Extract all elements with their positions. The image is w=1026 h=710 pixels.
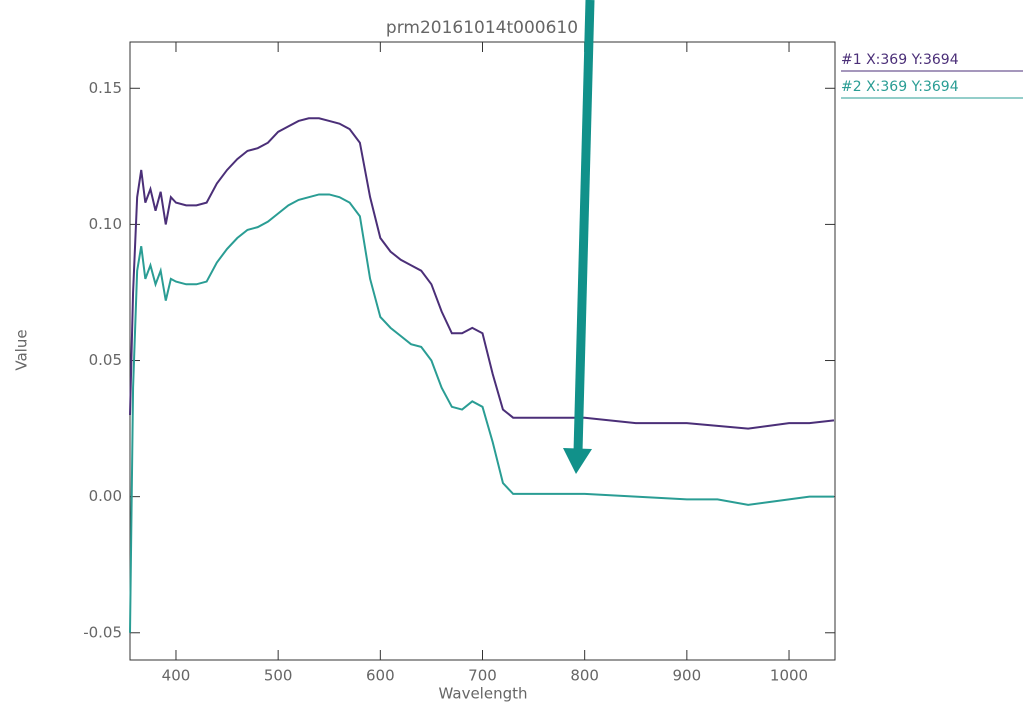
annotation-arrow — [563, 0, 595, 474]
x-tick-label: 800 — [570, 667, 599, 685]
arrow-shaft — [573, 0, 595, 453]
x-tick-label: 400 — [162, 667, 191, 685]
series-line — [129, 117, 835, 430]
x-axis-label: Wavelength — [439, 685, 528, 703]
legend-label: #1 X:369 Y:3694 — [841, 52, 959, 68]
x-tick-label: 1000 — [770, 667, 808, 685]
plot: 400 500 600 700 800 900 1000 -0.05 0.00 0.05 0.10 0… — [83, 42, 835, 685]
x-tick-label: 900 — [673, 667, 702, 685]
x-tick-label: 600 — [366, 667, 395, 685]
y-tick-label: 0.10 — [89, 215, 122, 233]
y-axis-label: Value — [13, 329, 31, 370]
x-tick-label: 500 — [264, 667, 293, 685]
y-tick-label: 0.15 — [89, 79, 122, 97]
arrow-head — [563, 448, 592, 474]
series-line — [129, 193, 834, 633]
y-tick-label: -0.05 — [83, 623, 122, 641]
y-tick-label: 0.00 — [89, 487, 122, 505]
y-tick-label: 0.05 — [89, 351, 122, 369]
legend-label: #2 X:369 Y:3694 — [841, 79, 959, 95]
chart-title: prm20161014t000610 — [386, 18, 578, 38]
x-tick-label: 700 — [468, 667, 497, 685]
